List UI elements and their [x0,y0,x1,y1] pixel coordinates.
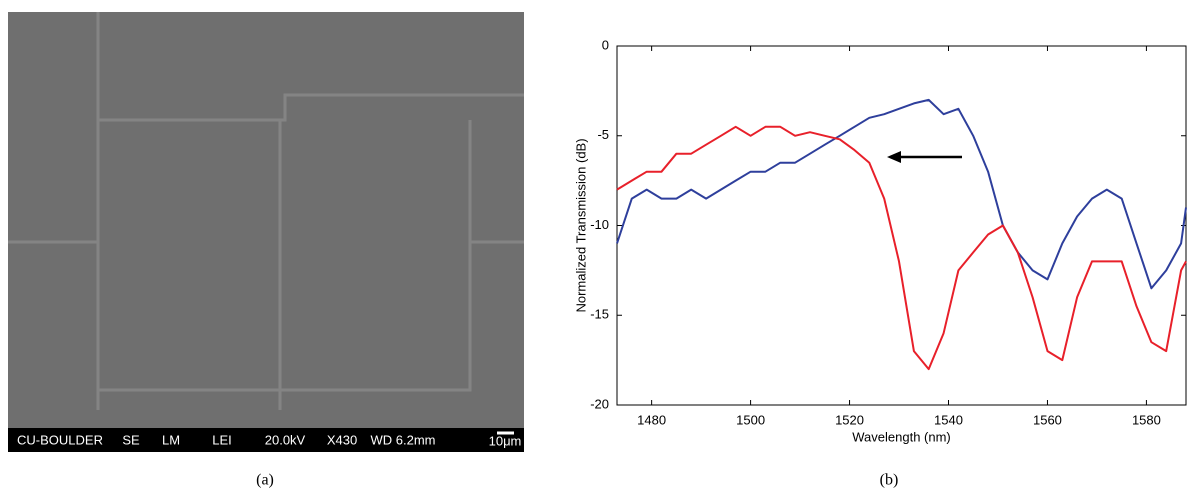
info-text: X430 [327,432,357,447]
x-tick-label: 1580 [1132,412,1161,427]
info-text: WD 6.2mm [371,432,436,447]
plot-frame [616,45,1187,406]
x-tick-label: 1540 [934,412,963,427]
caption: (a) [256,472,274,489]
x-axis-label: Wavelength (nm) [852,429,951,444]
info-text: CU-BOULDER [17,432,103,447]
y-tick-label: -5 [597,127,609,142]
x-tick-label: 1480 [637,412,666,427]
shift-arrow [887,151,962,163]
y-tick-label: -10 [590,217,609,232]
caption: (b) [880,472,899,489]
info-text: SE [122,432,140,447]
sem-image [8,12,524,452]
x-tick-label: 1520 [835,412,864,427]
waveguides [8,12,524,410]
chart: 0 -5 -10 -15 -20 1480 1500 1520 1540 1560 1580 Wave… [573,37,1187,444]
y-tick-label: -20 [590,396,609,411]
info-text: LM [162,432,180,447]
y-tick-label: -15 [590,307,609,322]
sem-info-bar [8,428,524,452]
info-text: 20.0kV [265,432,306,447]
y-tick-label: 0 [602,37,609,52]
y-axis-label: Normalized Transmission (dB) [573,138,588,312]
series-line [616,125,1187,371]
info-text: 10μm [489,433,522,448]
x-tick-label: 1560 [1033,412,1062,427]
series-line [616,98,1187,290]
x-tick-label: 1500 [736,412,765,427]
info-text: LEI [212,432,232,447]
